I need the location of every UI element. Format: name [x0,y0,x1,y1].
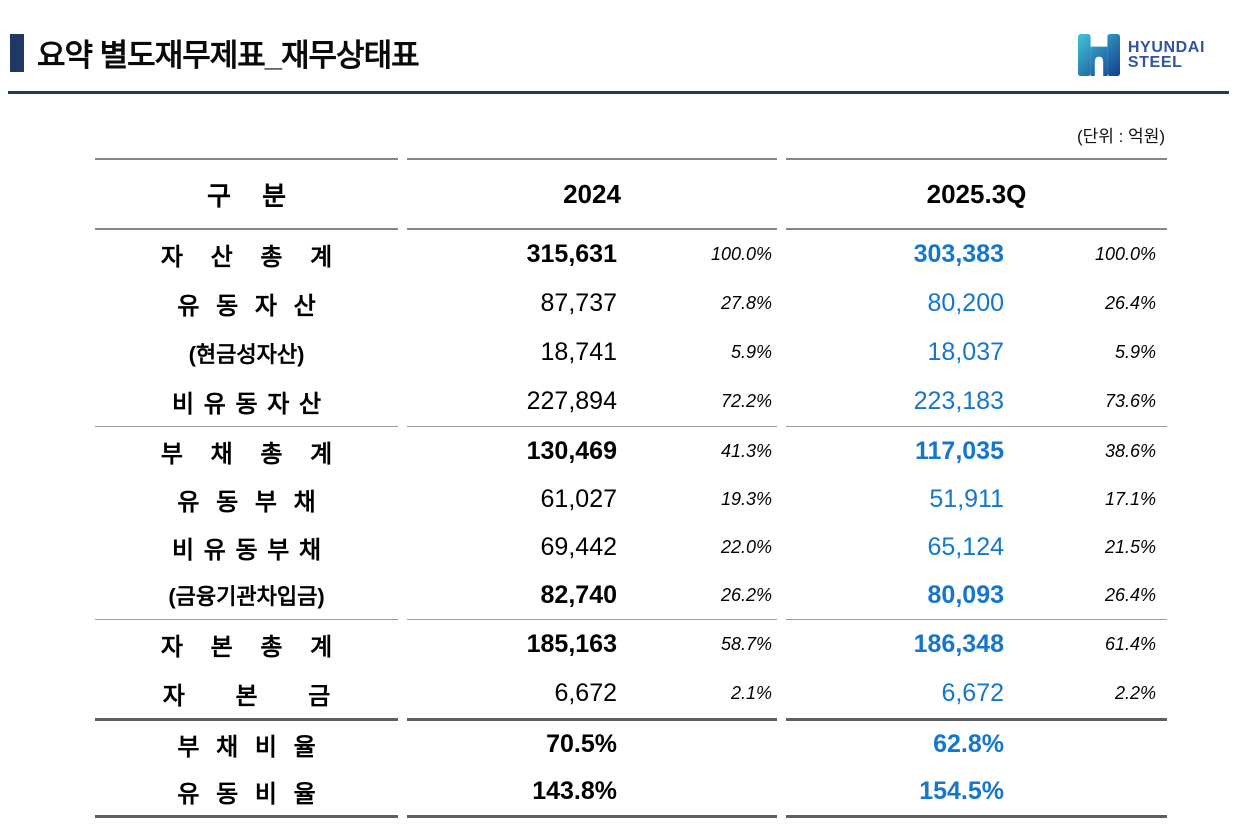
table-header-row: 구 분 2024 2025.3Q [95,160,1167,228]
pct-2025: 100.0% [1094,244,1156,264]
table-row-current-assets: 유 동 자 산 87,737 27.8% 80,200 26.4% [95,279,1167,328]
table-row-total-assets: 자 산 총 계 315,631 100.0% 303,383 100.0% [95,230,1167,279]
value-2024: 185,163 [526,630,617,658]
table-row-noncurrent-assets: 비 유 동 자 산 227,894 72.2% 223,183 73.6% [95,377,1167,426]
header-2024: 2024 [563,178,621,209]
row-label: (현금성자산) [188,341,305,367]
table-row-cash-equivalents: (현금성자산) 18,741 5.9% 18,037 5.9% [95,328,1167,377]
row-label: 비 유 동 부 채 [171,536,322,564]
pct-2025: 17.1% [1104,488,1156,509]
value-2025: 80,200 [927,289,1004,317]
pct-2025: 73.6% [1104,391,1156,411]
logo-h-icon [1077,34,1120,76]
value-2025: 154.5% [919,777,1004,805]
value-2025: 6,672 [941,679,1004,707]
ratio-top-rule [95,718,1167,721]
row-label: 자 산 총 계 [160,244,333,271]
row-label: (금융기관차입금) [168,584,325,609]
pct-2025: 38.6% [1104,440,1156,461]
table-row-debt-ratio: 부 채 비 율 70.5% 62.8% [95,721,1167,768]
row-label: 부 채 비 율 [177,734,316,761]
pct-2024: 41.3% [720,440,772,461]
table-bottom-rule [95,815,1167,818]
logo-wordmark: HYUNDAI STEEL [1127,39,1205,71]
pct-2024: 26.2% [720,584,772,605]
page-title: 요약 별도재무제표_재무상태표 [37,38,420,73]
table-row-current-liabilities: 유 동 부 채 61,027 19.3% 51,911 17.1% [95,475,1167,523]
pct-2024: 27.8% [720,293,772,313]
value-2024: 143.8% [532,777,617,805]
title-accent-bar [10,33,24,72]
pct-2025: 2.2% [1114,683,1156,703]
logo-wordmark-line2: STEEL [1127,54,1183,71]
table-top-rule [95,158,1167,160]
pct-2024: 100.0% [710,244,772,264]
hyundai-steel-logo: HYUNDAI STEEL [1077,34,1205,76]
table-row-total-liabilities: 부 채 총 계 130,469 41.3% 117,035 38.6% [95,427,1167,475]
value-2025: 117,035 [915,436,1004,465]
pct-2025: 26.4% [1104,293,1156,313]
pct-2025: 26.4% [1104,584,1156,605]
assets-section: 자 산 총 계 315,631 100.0% 303,383 100.0% 유 동 … [95,230,1167,426]
pct-2025: 5.9% [1114,342,1156,362]
value-2024: 61,027 [540,484,617,513]
value-2024: 18,741 [540,338,617,366]
pct-2024: 58.7% [720,634,772,654]
title-block: 요약 별도재무제표_재무상태표 [10,30,420,75]
equity-section: 자 본 총 계 185,163 58.7% 186,348 61.4% 자 본 금 … [95,620,1167,718]
pct-2025: 21.5% [1104,536,1156,557]
table-row-capital-stock: 자 본 금 6,672 2.1% 6,672 2.2% [95,669,1167,718]
pct-2024: 2.1% [730,683,772,703]
table-row-financial-borrowings: (금융기관차입금) 82,740 26.2% 80,093 26.4% [95,571,1167,619]
value-2024: 315,631 [526,240,617,268]
pct-2024: 22.0% [720,536,772,557]
page-header: 요약 별도재무제표_재무상태표 HYUNDAI STEEL [0,0,1237,76]
value-2025: 223,183 [913,387,1004,415]
value-2024: 70.5% [546,730,617,758]
value-2024: 227,894 [526,387,617,415]
value-2024: 69,442 [540,532,617,561]
value-2025: 186,348 [913,630,1004,658]
table-row-noncurrent-liabilities: 비 유 동 부 채 69,442 22.0% 65,124 21.5% [95,523,1167,571]
value-2025: 18,037 [927,338,1004,366]
row-label: 유 동 자 산 [177,293,316,320]
pct-2024: 19.3% [720,488,772,509]
value-2024: 82,740 [540,580,617,609]
row-label: 유 동 비 율 [177,781,316,808]
title-underline [8,91,1229,94]
pct-2025: 61.4% [1104,634,1156,654]
header-bottom-rule [95,228,1167,230]
value-2024: 130,469 [526,436,617,465]
pct-2024: 72.2% [720,391,772,411]
pct-2024: 5.9% [730,342,772,362]
section-rule [95,619,1167,620]
value-2025: 51,911 [929,484,1004,513]
value-2025: 65,124 [927,532,1004,561]
row-label: 자 본 금 [162,683,331,710]
row-label: 부 채 총 계 [160,440,333,468]
value-2024: 87,737 [540,289,617,317]
row-label: 자 본 총 계 [160,634,333,661]
row-label: 비 유 동 자 산 [171,391,322,418]
table-row-total-equity: 자 본 총 계 185,163 58.7% 186,348 61.4% [95,620,1167,669]
header-category: 구 분 [206,180,287,211]
value-2025: 80,093 [927,580,1004,609]
liabilities-section: 부 채 총 계 130,469 41.3% 117,035 38.6% 유 동 부 … [95,427,1167,619]
value-2024: 6,672 [554,679,617,707]
row-label: 유 동 부 채 [177,488,316,516]
value-2025: 62.8% [933,730,1004,758]
section-rule [95,426,1167,427]
unit-note: (단위 : 억원) [1076,127,1165,146]
table-row-current-ratio: 유 동 비 율 143.8% 154.5% [95,768,1167,815]
header-2025-3q: 2025.3Q [926,178,1027,209]
logo-wordmark-line1: HYUNDAI [1127,39,1205,56]
ratios-section: 부 채 비 율 70.5% 62.8% 유 동 비 율 143.8% 154.5… [95,721,1167,815]
value-2025: 303,383 [913,240,1004,268]
balance-sheet-table: 구 분 2024 2025.3Q 자 산 총 계 315,631 100.0% 3… [95,158,1167,818]
